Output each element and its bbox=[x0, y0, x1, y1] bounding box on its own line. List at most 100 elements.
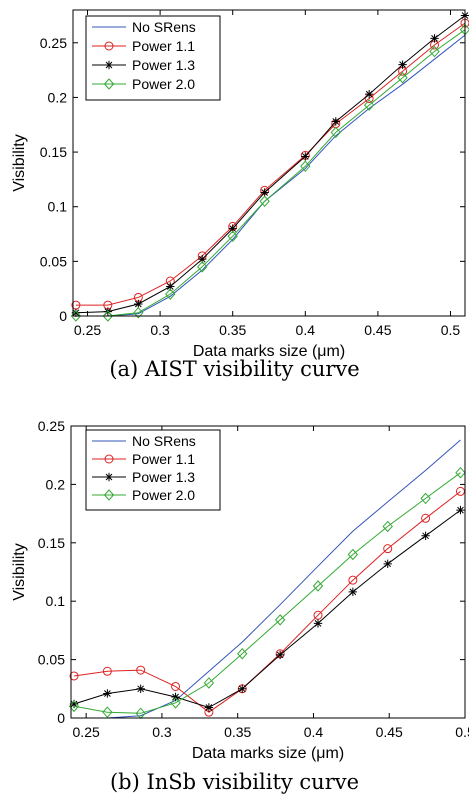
series-line-3 bbox=[73, 472, 461, 714]
data-point bbox=[237, 648, 248, 660]
x-tick-label: 0.45 bbox=[376, 724, 403, 740]
y-tick-label: 0.1 bbox=[46, 593, 66, 609]
x-axis-label: Data marks size (μm) bbox=[192, 745, 344, 762]
data-point bbox=[330, 126, 341, 139]
data-point bbox=[69, 699, 79, 709]
data-point bbox=[421, 513, 431, 523]
legend-label: Power 2.0 bbox=[132, 76, 195, 92]
data-point bbox=[260, 188, 269, 197]
data-point bbox=[102, 310, 114, 322]
data-point bbox=[203, 677, 215, 689]
data-point bbox=[274, 614, 286, 626]
data-point bbox=[71, 308, 81, 317]
legend-marker bbox=[104, 454, 114, 464]
data-point bbox=[347, 548, 359, 561]
data-point bbox=[312, 580, 324, 592]
legend: No SRens Power 1.1 Power 1.3 Power 2.0 bbox=[85, 15, 221, 101]
y-tick-label: 0.05 bbox=[40, 253, 67, 269]
x-tick-label: 0.5 bbox=[441, 322, 461, 338]
data-point bbox=[166, 282, 175, 291]
data-point bbox=[228, 224, 237, 233]
legend-label: Power 1.3 bbox=[132, 469, 195, 485]
y-tick-label: 0.25 bbox=[40, 35, 67, 51]
data-point bbox=[331, 117, 340, 126]
legend-item: Power 2.0 bbox=[92, 487, 195, 503]
data-point bbox=[170, 697, 181, 709]
insb-chart-caption: (b) InSb visibility curve bbox=[109, 770, 360, 794]
y-axis-label: Visibility bbox=[11, 543, 28, 601]
data-point bbox=[136, 665, 146, 675]
legend-item: Power 1.3 bbox=[92, 469, 195, 485]
data-point bbox=[259, 195, 270, 207]
y-tick-label: 0.1 bbox=[48, 199, 68, 215]
data-point bbox=[197, 261, 208, 273]
x-tick-label: 0.4 bbox=[296, 322, 316, 338]
data-point bbox=[383, 559, 392, 569]
legend-label: Power 1.1 bbox=[132, 451, 195, 467]
x-tick-label: 0.35 bbox=[224, 724, 251, 740]
x-tick-label: 0.25 bbox=[74, 322, 101, 338]
x-tick-label: 0.4 bbox=[304, 724, 324, 740]
data-point bbox=[429, 45, 440, 58]
x-axis-label: Data marks size (μm) bbox=[193, 343, 345, 360]
data-point bbox=[227, 230, 238, 242]
data-point bbox=[421, 531, 430, 540]
x-tick-label: 0.35 bbox=[219, 322, 246, 338]
y-tick-label: 0.2 bbox=[48, 89, 68, 105]
legend-label: No SRens bbox=[132, 433, 196, 449]
legend-marker bbox=[104, 41, 114, 51]
data-point bbox=[300, 160, 311, 173]
x-tick-label: 0.3 bbox=[152, 724, 172, 740]
data-point bbox=[456, 505, 465, 515]
series-line-0 bbox=[74, 439, 461, 719]
series-1 bbox=[69, 486, 465, 717]
chart-panel-insb: 0.25 0.3 0.35 0.4 0.45 0.5 0 0.05 0.1 0.15 0.2 0.25… bbox=[0, 405, 469, 809]
legend-label: Power 1.1 bbox=[132, 38, 195, 54]
legend-item: Power 1.1 bbox=[92, 451, 195, 467]
plot-frame bbox=[72, 9, 466, 317]
chart-panel-aist: 0.25 0.3 0.35 0.4 0.45 0.5 0 0.05 0.1 0.15 0.2 0.25… bbox=[11, 9, 469, 381]
series-3 bbox=[68, 466, 466, 720]
legend-item: Power 2.0 bbox=[92, 76, 195, 92]
legend-marker bbox=[104, 60, 114, 70]
data-point bbox=[103, 689, 112, 698]
data-point bbox=[69, 671, 79, 681]
data-point bbox=[171, 692, 180, 702]
y-tick-label: 0.05 bbox=[38, 652, 65, 668]
data-point bbox=[165, 288, 176, 300]
insb-visibility-chart: 0.25 0.3 0.35 0.4 0.45 0.5 0 0.05 0.1 0.15 0.2 0.25… bbox=[11, 418, 469, 762]
series-line-1 bbox=[73, 491, 461, 713]
legend-item: No SRens bbox=[92, 433, 196, 449]
data-point bbox=[382, 520, 393, 533]
legend-item: Power 1.1 bbox=[92, 38, 195, 54]
legend-label: Power 2.0 bbox=[132, 487, 195, 503]
y-tick-label: 0.2 bbox=[46, 476, 66, 492]
aist-visibility-chart: 0.25 0.3 0.35 0.4 0.45 0.5 0 0.05 0.1 0.15 0.2 0.25… bbox=[11, 9, 469, 360]
aist-chart-caption: (a) AIST visibility curve bbox=[109, 357, 360, 381]
data-point bbox=[364, 89, 374, 99]
y-tick-label: 0.15 bbox=[40, 144, 67, 160]
x-tick-label: 0.25 bbox=[73, 724, 100, 740]
data-point bbox=[430, 34, 439, 43]
data-point bbox=[198, 254, 207, 264]
series-2 bbox=[69, 505, 465, 712]
legend: No SRens Power 1.1 Power 1.3 Power 2.0 bbox=[85, 429, 221, 511]
legend-box bbox=[85, 15, 221, 101]
data-point bbox=[383, 544, 393, 554]
data-point bbox=[348, 575, 358, 585]
legend-marker bbox=[104, 472, 114, 482]
x-tick-label: 0.45 bbox=[364, 322, 391, 338]
y-tick-label: 0.25 bbox=[38, 418, 65, 434]
plot-frame bbox=[70, 425, 466, 719]
data-point bbox=[275, 650, 285, 660]
data-point bbox=[134, 299, 143, 309]
y-tick-label: 0 bbox=[57, 710, 65, 726]
data-point bbox=[133, 306, 144, 319]
data-point bbox=[238, 684, 247, 693]
series-3 bbox=[70, 23, 469, 322]
data-point bbox=[420, 492, 431, 505]
data-point bbox=[348, 587, 358, 597]
legend-box bbox=[85, 429, 221, 511]
data-point bbox=[204, 703, 214, 712]
data-point bbox=[397, 72, 408, 84]
